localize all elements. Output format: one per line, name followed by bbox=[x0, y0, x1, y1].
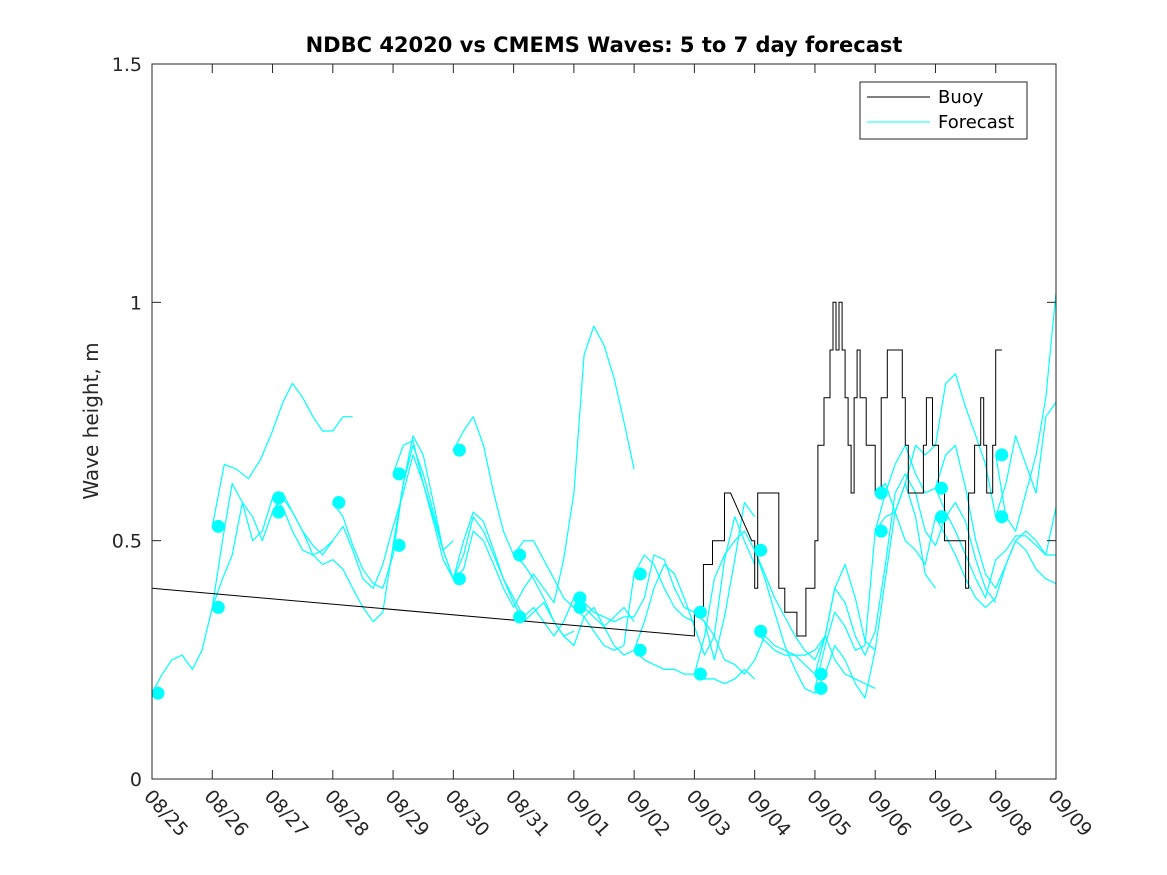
forecast-marker-20 bbox=[814, 667, 828, 681]
axes-box bbox=[151, 63, 1057, 780]
forecast-line-9 bbox=[513, 325, 635, 608]
forecast-line-5 bbox=[392, 440, 635, 637]
y-axis-label: Wave height, m bbox=[79, 342, 103, 499]
forecast-marker-6 bbox=[392, 467, 406, 481]
forecast-marker-24 bbox=[935, 481, 948, 495]
buoy-line bbox=[151, 301, 1002, 637]
y-tick-label-2: 1 bbox=[130, 292, 142, 314]
forecast-line-14 bbox=[754, 473, 997, 675]
forecast-marker-8 bbox=[452, 443, 466, 457]
forecast-marker-14 bbox=[633, 567, 647, 581]
forecast-marker-15 bbox=[633, 643, 647, 657]
forecast-marker-7 bbox=[392, 538, 406, 552]
forecast-marker-12 bbox=[573, 591, 587, 605]
forecast-line-18 bbox=[934, 487, 1057, 599]
forecast-marker-17 bbox=[693, 667, 707, 681]
legend: Buoy Forecast bbox=[859, 81, 1028, 140]
forecast-marker-27 bbox=[995, 510, 1009, 524]
plot-area bbox=[152, 64, 1056, 779]
forecast-marker-23 bbox=[874, 524, 888, 538]
forecast-line-12 bbox=[693, 611, 876, 689]
forecast-line-16 bbox=[874, 373, 1057, 532]
forecast-marker-9 bbox=[452, 572, 466, 586]
y-tick-label-1: 0.5 bbox=[112, 531, 142, 553]
forecast-marker-3 bbox=[272, 491, 286, 505]
forecast-marker-0 bbox=[151, 686, 165, 700]
forecast-line-11 bbox=[693, 530, 876, 675]
y-tick-label-0: 0 bbox=[130, 769, 142, 791]
forecast-marker-25 bbox=[935, 510, 948, 524]
y-tick-label-3: 1.5 bbox=[112, 54, 142, 76]
forecast-marker-4 bbox=[272, 505, 286, 519]
forecast-marker-18 bbox=[754, 543, 768, 557]
forecast-marker-26 bbox=[995, 448, 1009, 462]
forecast-marker-22 bbox=[874, 486, 888, 500]
forecast-marker-16 bbox=[693, 605, 707, 619]
y-axis: 0 0.5 1 1.5 bbox=[112, 54, 1056, 791]
chart-title: NDBC 42020 vs CMEMS Waves: 5 to 7 day fo… bbox=[306, 33, 903, 57]
forecast-marker-11 bbox=[513, 610, 527, 624]
legend-label-forecast: Forecast bbox=[938, 112, 1014, 133]
legend-label-buoy: Buoy bbox=[938, 87, 984, 108]
forecast-line-8 bbox=[573, 501, 756, 661]
legend-box bbox=[859, 81, 1028, 140]
forecast-line-2 bbox=[211, 454, 454, 608]
forecast-marker-2 bbox=[211, 600, 225, 614]
forecast-line-1 bbox=[211, 382, 353, 527]
forecast-marker-13 bbox=[573, 600, 587, 614]
marker-layer bbox=[151, 443, 1009, 700]
forecast-marker-19 bbox=[754, 624, 768, 638]
forecast-marker-5 bbox=[332, 496, 346, 509]
forecast-marker-1 bbox=[211, 519, 225, 533]
forecast-marker-10 bbox=[513, 548, 527, 562]
forecast-marker-21 bbox=[814, 681, 828, 695]
